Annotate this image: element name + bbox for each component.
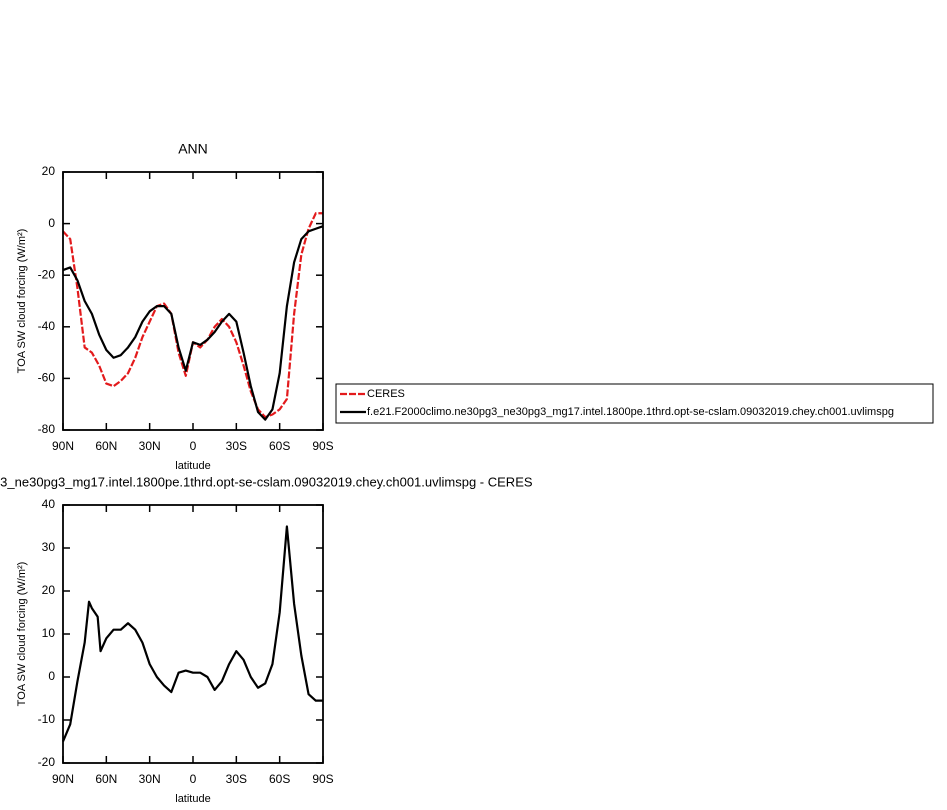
x-tick-label: 30N — [139, 772, 161, 786]
series-line — [62, 225, 324, 421]
legend-label: f.e21.F2000climo.ne30pg3_ne30pg3_mg17.in… — [367, 406, 894, 418]
x-axis-label: latitude — [175, 460, 210, 472]
y-tick-label: -20 — [38, 755, 56, 769]
x-tick-label: 60N — [95, 772, 117, 786]
series-line — [62, 212, 323, 419]
plot-frame — [62, 171, 324, 431]
x-tick-label: 60S — [269, 772, 290, 786]
x-axis-label: latitude — [175, 793, 210, 805]
y-tick-label: 0 — [48, 669, 55, 683]
x-tick-label: 90S — [312, 772, 333, 786]
y-tick-label: 20 — [42, 583, 56, 597]
x-tick-label: 60N — [95, 439, 117, 453]
y-tick-label: -20 — [38, 267, 56, 281]
x-tick-label: 30N — [139, 439, 161, 453]
y-tick-label: -60 — [38, 371, 56, 385]
y-tick-label: 30 — [42, 540, 56, 554]
x-tick-label: 0 — [190, 439, 197, 453]
y-tick-label: 20 — [42, 164, 56, 178]
y-axis-label: TOA SW cloud forcing (W/m²) — [16, 229, 28, 374]
legend-box — [335, 383, 934, 424]
plot-frame — [62, 504, 324, 764]
x-tick-label: 90N — [52, 439, 74, 453]
x-tick-label: 30S — [226, 772, 247, 786]
x-tick-label: 0 — [190, 772, 197, 786]
y-tick-label: -80 — [38, 422, 56, 436]
y-tick-label: -40 — [38, 319, 56, 333]
y-tick-label: 40 — [42, 497, 56, 511]
y-tick-label: 0 — [48, 216, 55, 230]
x-tick-label: 30S — [226, 439, 247, 453]
x-tick-label: 90S — [312, 439, 333, 453]
x-tick-label: 90N — [52, 772, 74, 786]
chart-title: ANN — [178, 141, 208, 157]
y-axis-label: TOA SW cloud forcing (W/m²) — [16, 562, 28, 707]
y-tick-label: -10 — [38, 712, 56, 726]
y-tick-label: 10 — [42, 626, 56, 640]
x-tick-label: 60S — [269, 439, 290, 453]
chart-title: f.e21.F2000climo.ne30pg3_ne30pg3_mg17.in… — [0, 474, 533, 489]
series-line — [61, 525, 323, 742]
legend-label: CERES — [367, 388, 405, 400]
